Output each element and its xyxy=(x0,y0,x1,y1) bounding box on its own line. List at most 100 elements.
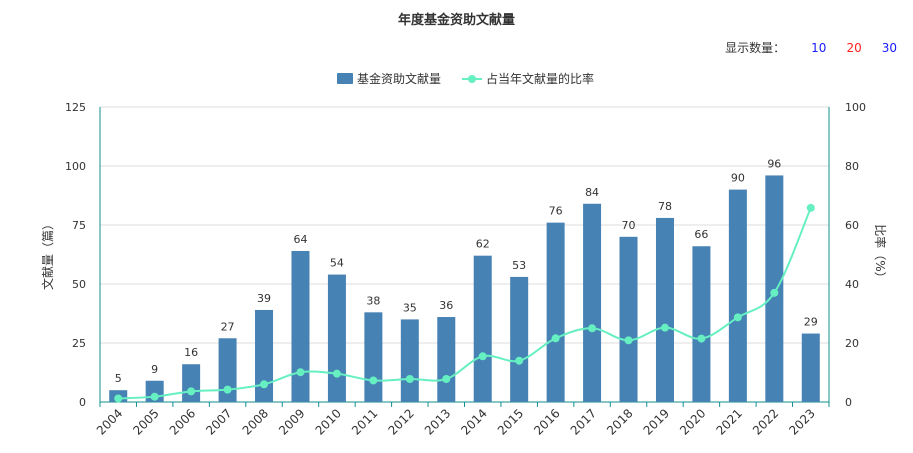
bar-value-label: 29 xyxy=(804,316,818,329)
rate-point xyxy=(478,352,487,361)
y2-tick-label: 20 xyxy=(845,337,859,350)
display-count-label: 显示数量： xyxy=(725,41,786,55)
legend-bar-label[interactable]: 基金资助文献量 xyxy=(357,71,441,86)
bar xyxy=(291,250,310,402)
rate-point xyxy=(733,313,742,322)
bar xyxy=(655,217,674,402)
chart-title: 年度基金资助文献量 xyxy=(397,13,515,28)
bar-value-label: 16 xyxy=(184,346,198,359)
rate-point xyxy=(332,369,341,378)
bar-value-label: 70 xyxy=(622,219,636,232)
x-tick-label: 2020 xyxy=(677,406,708,437)
bar-value-label: 62 xyxy=(476,238,490,251)
bar xyxy=(182,364,201,402)
y-tick-label: 50 xyxy=(72,278,86,291)
legend-line-label[interactable]: 占当年文献量的比率 xyxy=(486,71,594,86)
y-tick-label: 75 xyxy=(72,219,86,232)
display-count-option-30[interactable]: 30 xyxy=(881,40,897,55)
bar xyxy=(765,175,784,402)
bar xyxy=(546,222,565,402)
legend-line-marker[interactable] xyxy=(468,75,476,83)
bar-value-label: 78 xyxy=(658,200,672,213)
x-tick-label: 2007 xyxy=(203,406,234,437)
bar xyxy=(400,319,419,402)
bar-value-label: 96 xyxy=(767,157,781,170)
y-tick-label: 25 xyxy=(72,337,86,350)
bar-value-label: 54 xyxy=(330,257,344,270)
bar xyxy=(218,338,237,402)
bar-value-label: 90 xyxy=(731,172,745,185)
x-tick-label: 2015 xyxy=(495,406,526,437)
legend-bar-swatch[interactable] xyxy=(337,73,353,84)
bar-value-label: 66 xyxy=(694,228,708,241)
bar-value-label: 27 xyxy=(221,320,235,333)
x-tick-label: 2005 xyxy=(130,406,161,437)
bar-value-label: 38 xyxy=(366,294,380,307)
bar xyxy=(692,246,711,402)
bar-value-label: 53 xyxy=(512,259,526,272)
rate-point xyxy=(770,288,779,297)
bar xyxy=(255,309,274,402)
rate-point xyxy=(588,324,597,333)
x-tick-label: 2022 xyxy=(750,406,781,437)
x-tick-label: 2008 xyxy=(240,406,271,437)
bar xyxy=(728,189,747,402)
rate-point xyxy=(114,394,123,403)
x-tick-label: 2014 xyxy=(458,406,489,437)
bar-value-label: 36 xyxy=(439,299,453,312)
rate-point xyxy=(369,376,378,385)
rate-point xyxy=(806,203,815,212)
y2-tick-label: 40 xyxy=(845,278,859,291)
rate-point xyxy=(187,387,196,396)
rate-point xyxy=(551,334,560,343)
y-tick-label: 100 xyxy=(65,160,86,173)
y2-tick-label: 80 xyxy=(845,160,859,173)
bar xyxy=(327,274,346,402)
x-tick-label: 2011 xyxy=(349,406,380,437)
x-tick-label: 2004 xyxy=(94,406,125,437)
x-tick-label: 2009 xyxy=(276,406,307,437)
bar xyxy=(619,236,638,402)
rate-point xyxy=(150,392,159,401)
bar xyxy=(583,203,602,402)
y-tick-label: 0 xyxy=(79,396,86,409)
x-tick-label: 2019 xyxy=(641,406,672,437)
rate-point xyxy=(624,336,633,345)
y2-tick-label: 100 xyxy=(845,101,866,114)
rate-point xyxy=(442,374,451,383)
bar-value-label: 76 xyxy=(549,205,563,218)
bar-value-label: 35 xyxy=(403,301,417,314)
rate-point xyxy=(223,385,232,394)
rate-point xyxy=(515,356,524,365)
rate-point xyxy=(296,368,305,377)
display-count-option-10[interactable]: 10 xyxy=(811,40,827,55)
x-tick-label: 2018 xyxy=(604,406,635,437)
bar xyxy=(510,276,529,402)
y2-tick-label: 0 xyxy=(845,396,852,409)
y-axis-label: 文献量（篇） xyxy=(40,218,55,290)
x-tick-label: 2017 xyxy=(568,406,599,437)
rate-point xyxy=(660,323,669,332)
x-tick-label: 2010 xyxy=(313,406,344,437)
bar-value-label: 9 xyxy=(151,363,158,376)
bar-value-label: 84 xyxy=(585,186,599,199)
x-tick-label: 2021 xyxy=(713,406,744,437)
y2-tick-label: 60 xyxy=(845,219,859,232)
bar xyxy=(364,312,383,402)
rate-point xyxy=(697,334,706,343)
y-tick-label: 125 xyxy=(65,101,86,114)
display-count-option-20[interactable]: 20 xyxy=(846,40,862,55)
display-count-selector: 显示数量： 10 20 30 xyxy=(725,39,897,56)
x-tick-label: 2006 xyxy=(167,406,198,437)
x-tick-label: 2012 xyxy=(385,406,416,437)
rate-point xyxy=(405,374,414,383)
bar-value-label: 5 xyxy=(115,372,122,385)
bar xyxy=(437,317,456,402)
legend: 基金资助文献量 占当年文献量的比率 xyxy=(337,71,594,86)
x-tick-label: 2013 xyxy=(422,406,453,437)
x-tick-label: 2023 xyxy=(786,406,817,437)
rate-point xyxy=(260,380,269,389)
bar xyxy=(473,255,492,402)
bar-value-label: 39 xyxy=(257,292,271,305)
